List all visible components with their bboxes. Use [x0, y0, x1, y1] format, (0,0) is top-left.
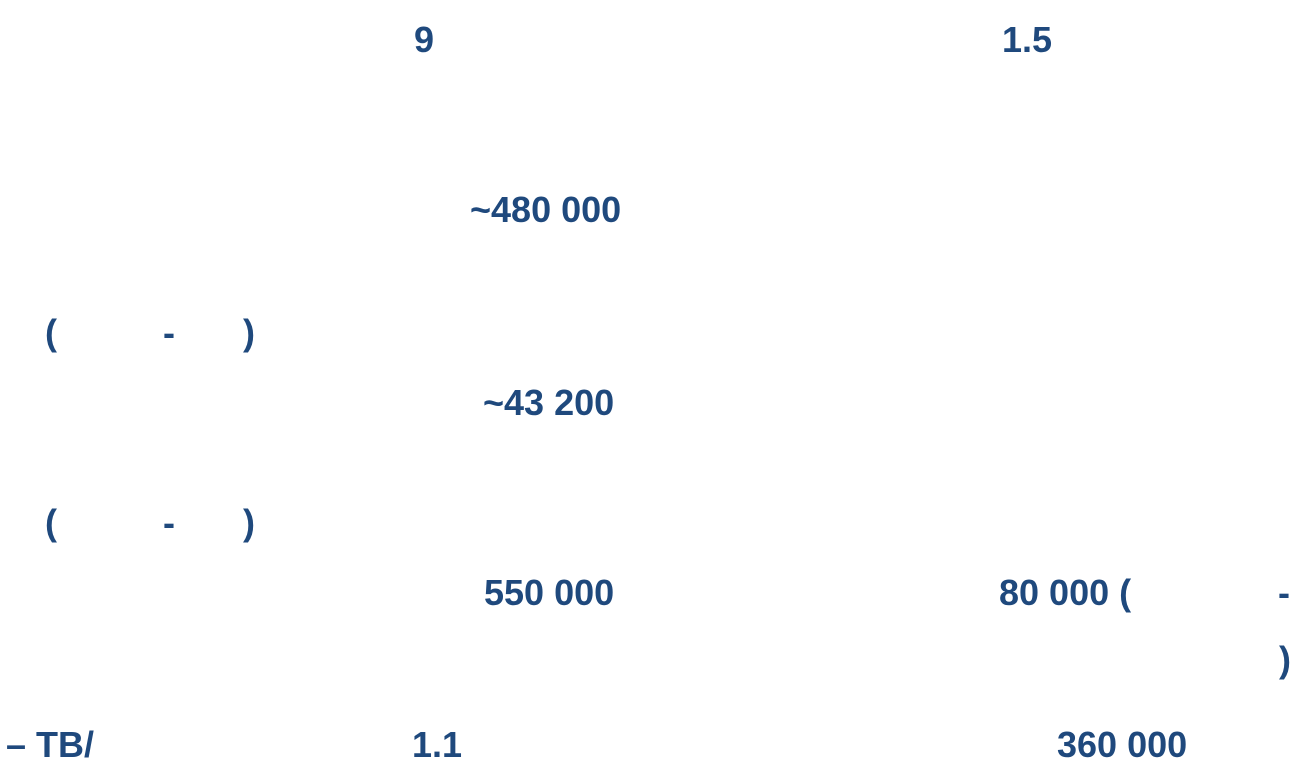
- text: 1.1: [412, 724, 463, 765]
- text: (: [45, 312, 57, 353]
- text: 360 000: [1057, 724, 1188, 765]
- text: ): [243, 312, 255, 353]
- text: ): [243, 502, 255, 543]
- text: ): [1279, 639, 1291, 680]
- text: 550 000: [484, 572, 615, 613]
- text: (: [45, 502, 57, 543]
- text: -: [163, 502, 175, 543]
- text: 1.5: [1002, 19, 1053, 60]
- text: 80 000 (: [999, 572, 1132, 613]
- text: 9: [414, 19, 435, 60]
- text: ~480 000: [470, 189, 622, 230]
- text: -: [1278, 572, 1290, 613]
- text: ~43 200: [483, 382, 615, 423]
- text: – TB/: [6, 724, 95, 765]
- text: -: [163, 312, 175, 353]
